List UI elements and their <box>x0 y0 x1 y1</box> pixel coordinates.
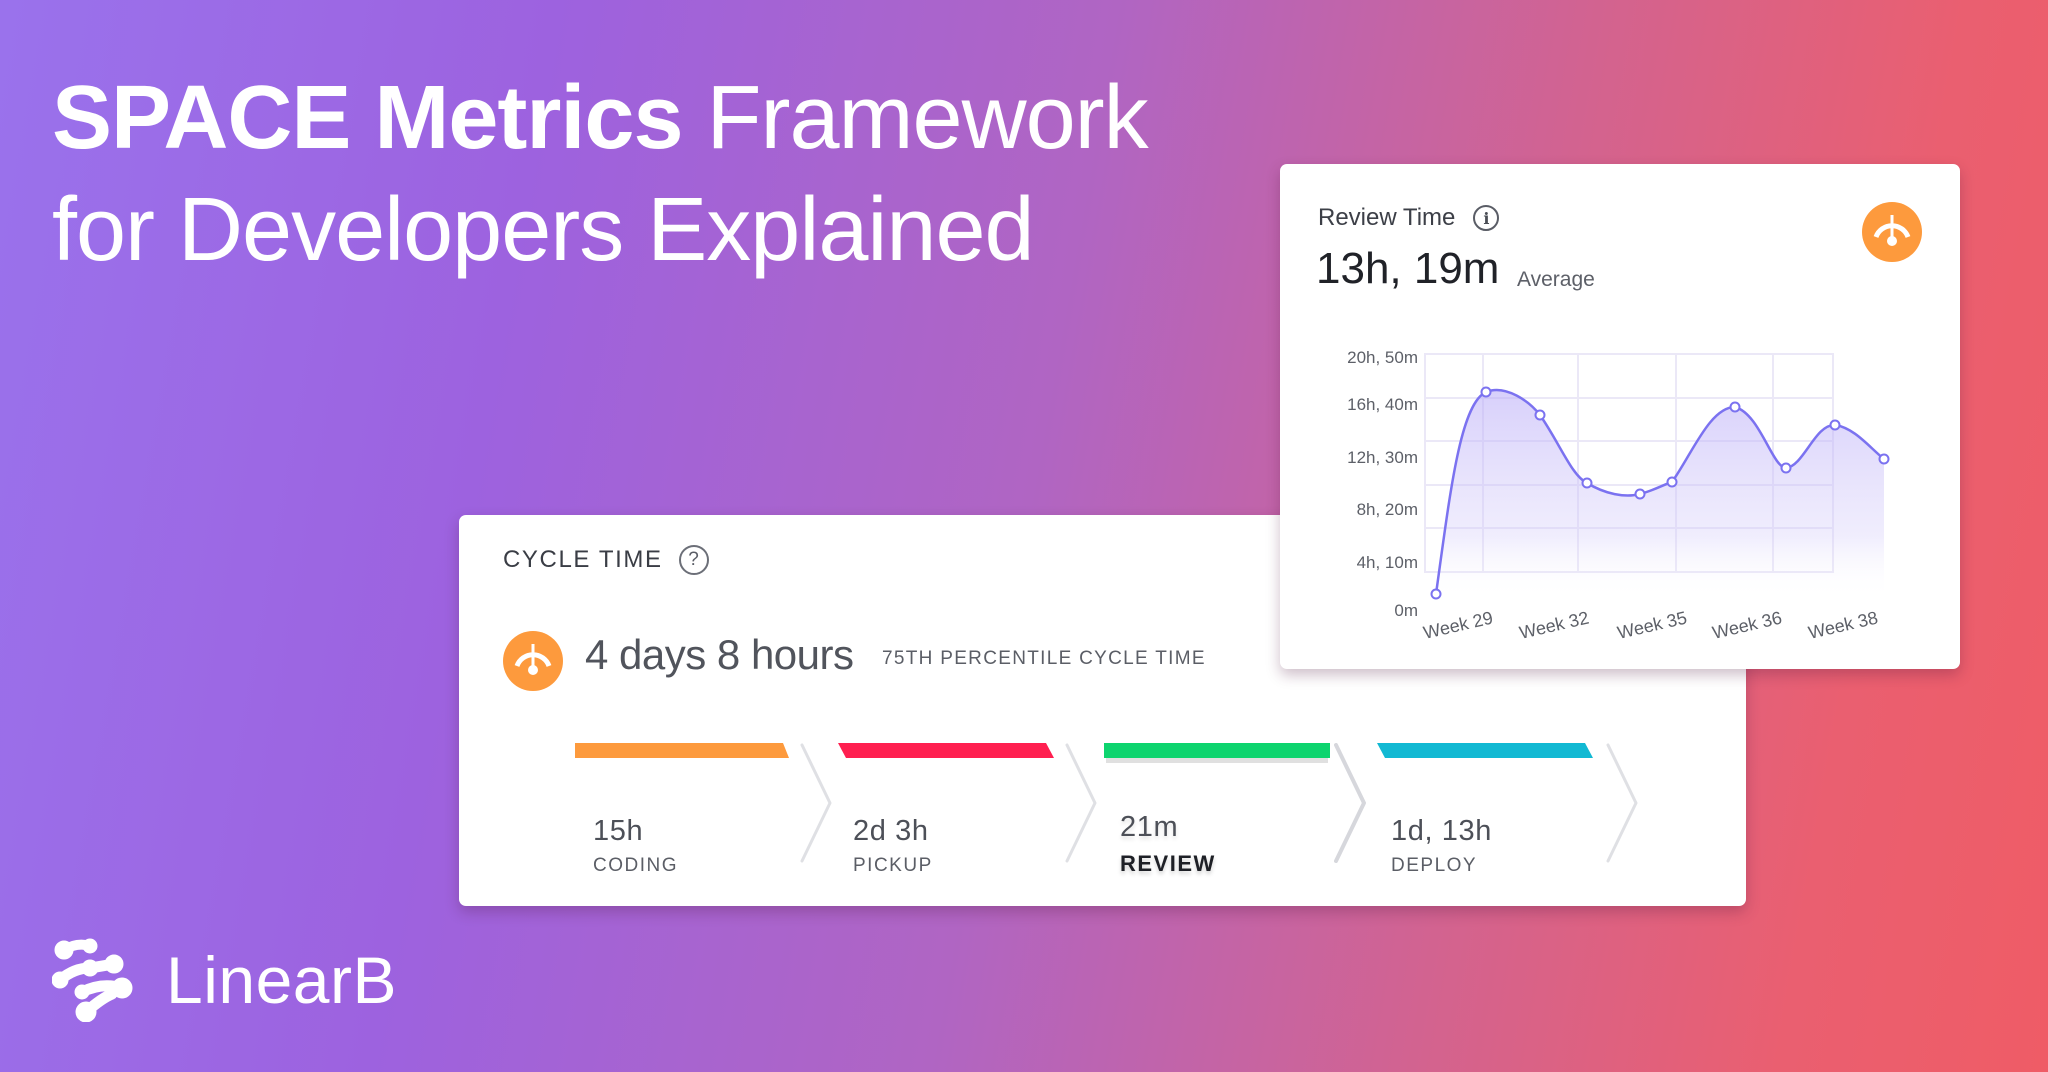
stage-coding[interactable]: 15h CODING <box>575 743 789 876</box>
stage-label: REVIEW <box>1120 851 1216 876</box>
stage-value: 21m <box>1120 811 1179 843</box>
stage-label: CODING <box>593 855 678 876</box>
chevron-right-icon <box>1334 743 1366 863</box>
x-tick: Week 29 <box>1421 608 1494 643</box>
cycle-time-subtitle: 75TH PERCENTILE CYCLE TIME <box>882 648 1206 669</box>
stage-bar-pickup <box>838 743 1054 758</box>
x-tick: Week 35 <box>1615 608 1688 643</box>
review-time-average-label: Average <box>1517 268 1595 291</box>
y-axis-ticks: 20h, 50m 16h, 40m 12h, 30m 8h, 20m 4h, 1… <box>1347 348 1418 620</box>
linearb-molecule-icon <box>52 938 133 1022</box>
stage-review[interactable]: 21m REVIEW <box>1104 743 1330 876</box>
x-tick: Week 38 <box>1806 608 1879 643</box>
cycle-time-title: CYCLE TIME ? <box>503 545 709 575</box>
y-tick: 8h, 20m <box>1357 500 1418 519</box>
stage-bar-coding <box>575 743 789 758</box>
stage-label: DEPLOY <box>1391 855 1478 876</box>
y-tick: 4h, 10m <box>1357 553 1418 572</box>
chevron-right-icon <box>800 743 832 863</box>
gauge-icon <box>503 631 563 691</box>
stage-value: 2d 3h <box>853 815 929 847</box>
info-circle-icon[interactable]: i <box>1473 205 1500 231</box>
x-tick: Week 32 <box>1517 608 1590 643</box>
headline-line-2: for Developers Explained <box>52 180 1035 280</box>
chevron-right-icon <box>1606 743 1638 863</box>
x-axis-ticks: Week 29 Week 32 Week 35 Week 36 Week 38 <box>1421 608 1879 643</box>
chevron-right-icon <box>1065 743 1097 863</box>
headline: SPACE Metrics Framework for Developers E… <box>52 62 1149 286</box>
stage-bar-deploy <box>1377 743 1593 758</box>
x-tick: Week 36 <box>1710 608 1783 643</box>
y-tick: 16h, 40m <box>1347 395 1418 414</box>
stage-value: 1d, 13h <box>1391 815 1492 847</box>
stage-bar-review <box>1104 743 1330 763</box>
review-time-chart: 20h, 50m 16h, 40m 12h, 30m 8h, 20m 4h, 1… <box>1347 348 1890 643</box>
cycle-time-title-text: CYCLE TIME <box>503 546 663 573</box>
review-time-title-text: Review Time <box>1318 204 1456 231</box>
review-time-title: Review Time i <box>1318 204 1500 232</box>
logo-text: LinearB <box>166 943 397 1017</box>
y-tick: 20h, 50m <box>1347 348 1418 367</box>
stage-deploy[interactable]: 1d, 13h DEPLOY <box>1377 743 1593 876</box>
gauge-icon <box>1862 202 1922 262</box>
y-tick: 12h, 30m <box>1347 448 1418 467</box>
review-time-card: Review Time i 13h, 19m Average <box>1280 164 1960 669</box>
chart-area <box>1436 390 1884 599</box>
stage-pickup[interactable]: 2d 3h PICKUP <box>838 743 1054 876</box>
cycle-time-value: 4 days 8 hours <box>585 631 854 678</box>
headline-line-1: SPACE Metrics Framework <box>52 62 1149 174</box>
headline-bold: SPACE Metrics <box>52 68 684 168</box>
linearb-logo[interactable]: LinearB <box>52 938 397 1022</box>
stage-label: PICKUP <box>853 855 933 876</box>
chart-points <box>1430 386 1890 600</box>
stage-value: 15h <box>593 815 644 847</box>
review-time-value: 13h, 19m <box>1316 244 1500 293</box>
question-circle-icon[interactable]: ? <box>678 545 709 575</box>
y-tick: 0m <box>1394 601 1418 620</box>
headline-regular: Framework <box>682 68 1149 168</box>
